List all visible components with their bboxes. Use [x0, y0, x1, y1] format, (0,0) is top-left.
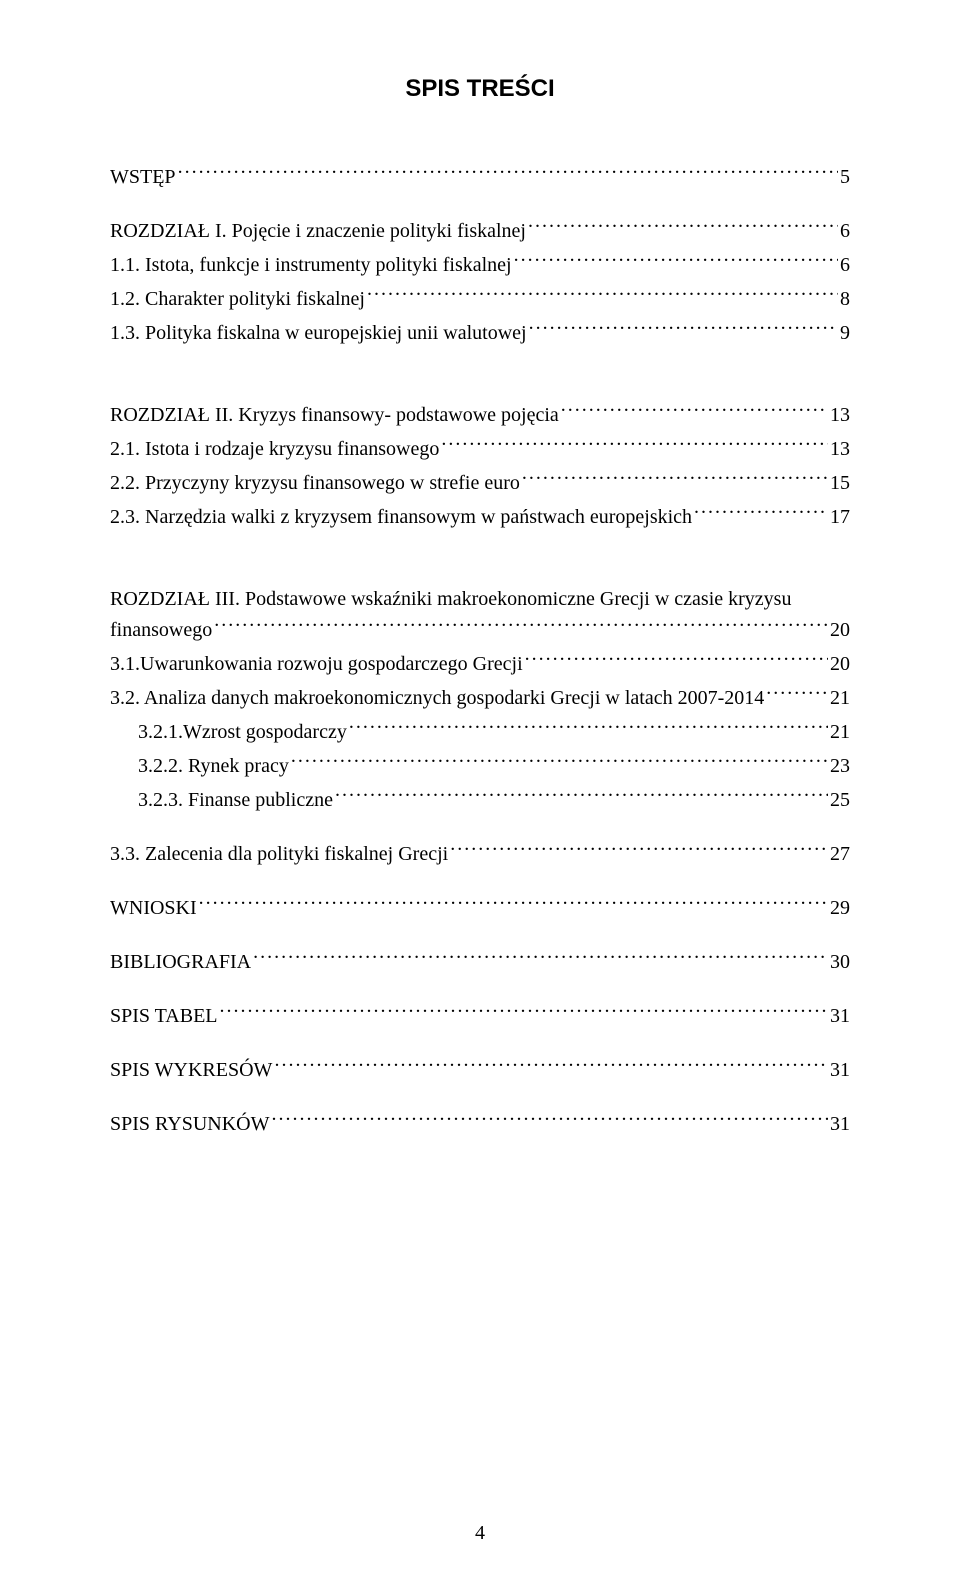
toc-label: ROZDZIAŁ II. Kryzys finansowy- podstawow…	[110, 400, 559, 431]
toc-page-number: 6	[840, 250, 850, 281]
page-number-footer: 4	[0, 1518, 960, 1549]
toc-label-line1: ROZDZIAŁ III. Podstawowe wskaźniki makro…	[110, 584, 850, 615]
toc-page-number: 9	[840, 318, 850, 349]
toc-entry-wnioski: WNIOSKI 29	[110, 893, 850, 924]
toc-entry-2-3: 2.3. Narzędzia walki z kryzysem finansow…	[110, 502, 850, 533]
toc-label: 3.2.3. Finanse publiczne	[138, 785, 333, 816]
toc-entry-1-2: 1.2. Charakter polityki fiskalnej 8	[110, 284, 850, 315]
toc-entry-3-2-1: 3.2.1.Wzrost gospodarczy 21	[110, 717, 850, 748]
toc-entry-wstep: WSTĘP 5	[110, 162, 850, 193]
toc-label: 3.2.1.Wzrost gospodarczy	[138, 717, 347, 748]
toc-entry-3-2: 3.2. Analiza danych makroekonomicznych g…	[110, 683, 850, 714]
toc-page-number: 31	[830, 1109, 850, 1140]
toc-entry-spis-rysunkow: SPIS RYSUNKÓW 31	[110, 1109, 850, 1140]
toc-label: 1.1. Istota, funkcje i instrumenty polit…	[110, 250, 512, 281]
spacer	[110, 819, 850, 839]
toc-page-number: 21	[830, 683, 850, 714]
toc-entry-spis-wykresow: SPIS WYKRESÓW 31	[110, 1055, 850, 1086]
toc-entry-1-3: 1.3. Polityka fiskalna w europejskiej un…	[110, 318, 850, 349]
toc-leader-dots	[694, 503, 828, 523]
toc-page-number: 31	[830, 1055, 850, 1086]
toc-leader-dots	[349, 718, 828, 738]
toc-leader-dots	[528, 217, 838, 237]
toc-page-number: 30	[830, 947, 850, 978]
toc-label: 3.2. Analiza danych makroekonomicznych g…	[110, 683, 764, 714]
toc-label: BIBLIOGRAFIA	[110, 947, 251, 978]
toc-label: SPIS TABEL	[110, 1001, 218, 1032]
toc-label: 3.3. Zalecenia dla polityki fiskalnej Gr…	[110, 839, 448, 870]
toc-page-number: 21	[830, 717, 850, 748]
toc-label: 1.2. Charakter polityki fiskalnej	[110, 284, 365, 315]
spacer	[110, 873, 850, 893]
toc-label: WSTĘP	[110, 162, 176, 193]
toc-leader-dots	[178, 163, 838, 183]
toc-entry-2-1: 2.1. Istota i rodzaje kryzysu finansoweg…	[110, 434, 850, 465]
toc-label: 1.3. Polityka fiskalna w europejskiej un…	[110, 318, 527, 349]
toc-page-number: 17	[830, 502, 850, 533]
spacer	[110, 536, 850, 584]
toc-leader-dots	[450, 840, 828, 860]
toc-leader-dots	[271, 1110, 828, 1130]
toc-entry-chapter-1: ROZDZIAŁ I. Pojęcie i znaczenie polityki…	[110, 216, 850, 247]
toc-leader-dots	[335, 786, 828, 806]
toc-page-number: 8	[840, 284, 850, 315]
toc-entry-2-2: 2.2. Przyczyny kryzysu finansowego w str…	[110, 468, 850, 499]
toc-label: ROZDZIAŁ I. Pojęcie i znaczenie polityki…	[110, 216, 526, 247]
toc-label: 3.2.2. Rynek pracy	[138, 751, 289, 782]
toc-leader-dots	[214, 616, 828, 636]
toc-page-number: 13	[830, 434, 850, 465]
toc-leader-dots	[766, 684, 828, 704]
toc-page-number: 5	[840, 162, 850, 193]
toc-page-number: 31	[830, 1001, 850, 1032]
toc-label: 2.3. Narzędzia walki z kryzysem finansow…	[110, 502, 692, 533]
toc-label: 3.1.Uwarunkowania rozwoju gospodarczego …	[110, 649, 523, 680]
toc-page-number: 13	[830, 400, 850, 431]
toc-label: 2.1. Istota i rodzaje kryzysu finansoweg…	[110, 434, 439, 465]
toc-leader-dots	[514, 251, 838, 271]
toc-entry-chapter-2: ROZDZIAŁ II. Kryzys finansowy- podstawow…	[110, 400, 850, 431]
toc-entry-1-1: 1.1. Istota, funkcje i instrumenty polit…	[110, 250, 850, 281]
toc-leader-dots	[561, 401, 828, 421]
toc-entry-bibliografia: BIBLIOGRAFIA 30	[110, 947, 850, 978]
toc-entry-3-1: 3.1.Uwarunkowania rozwoju gospodarczego …	[110, 649, 850, 680]
toc-label: SPIS WYKRESÓW	[110, 1055, 272, 1086]
spacer	[110, 196, 850, 216]
toc-leader-dots	[522, 469, 828, 489]
toc-entry-3-3: 3.3. Zalecenia dla polityki fiskalnej Gr…	[110, 839, 850, 870]
toc-page-number: 20	[830, 649, 850, 680]
toc-leader-dots	[525, 650, 828, 670]
spacer	[110, 352, 850, 400]
toc-leader-dots	[529, 319, 838, 339]
toc-page-number: 23	[830, 751, 850, 782]
toc-entry-spis-tabel: SPIS TABEL 31	[110, 1001, 850, 1032]
toc-label: 2.2. Przyczyny kryzysu finansowego w str…	[110, 468, 520, 499]
spacer	[110, 1035, 850, 1055]
toc-page-number: 27	[830, 839, 850, 870]
toc-page-number: 15	[830, 468, 850, 499]
toc-leader-dots	[367, 285, 838, 305]
toc-page-number: 25	[830, 785, 850, 816]
spacer	[110, 981, 850, 1001]
toc-page-number: 29	[830, 893, 850, 924]
document-page: SPIS TREŚCI WSTĘP 5 ROZDZIAŁ I. Pojęcie …	[0, 0, 960, 1579]
toc-label-line2: finansowego	[110, 615, 212, 646]
toc-leader-dots	[274, 1056, 828, 1076]
toc-leader-dots	[199, 894, 828, 914]
toc-label: SPIS RYSUNKÓW	[110, 1109, 269, 1140]
toc-page-number: 20	[830, 615, 850, 646]
toc-leader-dots	[291, 752, 828, 772]
toc-leader-dots	[441, 435, 828, 455]
toc-leader-dots	[253, 948, 828, 968]
toc-leader-dots	[220, 1002, 829, 1022]
toc-entry-chapter-3: ROZDZIAŁ III. Podstawowe wskaźniki makro…	[110, 584, 850, 649]
toc-entry-3-2-3: 3.2.3. Finanse publiczne 25	[110, 785, 850, 816]
spacer	[110, 927, 850, 947]
toc-page-number: 6	[840, 216, 850, 247]
spacer	[110, 1089, 850, 1109]
toc-entry-3-2-2: 3.2.2. Rynek pracy 23	[110, 751, 850, 782]
page-title: SPIS TREŚCI	[110, 70, 850, 107]
toc-label: WNIOSKI	[110, 893, 197, 924]
